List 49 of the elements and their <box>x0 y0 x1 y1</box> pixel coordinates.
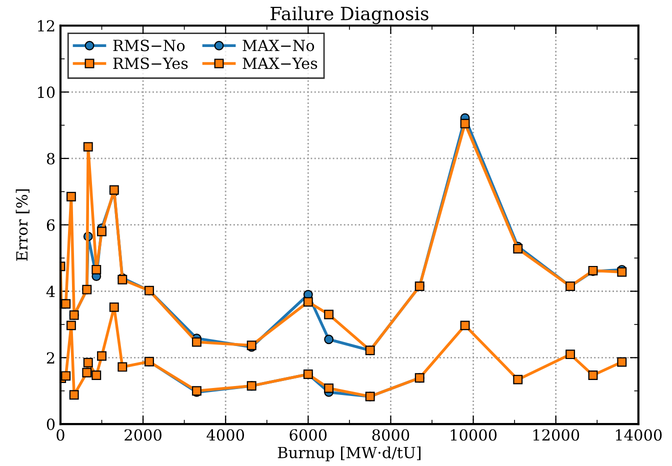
point <box>324 310 334 320</box>
point <box>617 267 627 277</box>
point <box>460 118 470 128</box>
point <box>97 226 106 236</box>
x-tick-label: 4000 <box>206 429 244 441</box>
x-tick-label: 12000 <box>533 429 580 441</box>
y-tick-label: 6 <box>46 219 55 231</box>
y-tick-label: 12 <box>38 20 54 32</box>
point <box>588 370 598 380</box>
point <box>460 320 470 330</box>
x-tick-label: 14000 <box>616 429 662 441</box>
x-axis-title: Burnup [MW·d/tU] <box>278 446 421 462</box>
x-tick-label: 2000 <box>124 429 162 441</box>
point <box>118 362 128 372</box>
point <box>83 142 93 152</box>
y-tick-label: 4 <box>46 286 55 298</box>
point <box>192 337 202 347</box>
point <box>97 351 106 361</box>
y-tick-label: 8 <box>46 152 55 164</box>
point <box>617 357 627 367</box>
point <box>69 390 79 400</box>
x-tick-label: 10000 <box>450 429 497 441</box>
point <box>324 334 334 344</box>
point <box>92 264 102 274</box>
point <box>61 299 71 309</box>
y-tick-label: 0 <box>46 418 55 430</box>
legend-label: RMS−Yes <box>113 57 188 70</box>
y-axis-title: Error [%] <box>16 189 30 261</box>
y-tick-label: 10 <box>38 86 55 98</box>
point <box>82 368 92 378</box>
point <box>83 358 93 368</box>
y-tick-label: 2 <box>46 352 54 364</box>
point <box>513 374 523 384</box>
point <box>66 192 76 202</box>
legend-label: RMS−No <box>113 40 185 52</box>
point <box>66 320 76 330</box>
point <box>513 244 523 254</box>
point <box>303 297 313 307</box>
x-tick-label: 8000 <box>372 429 410 441</box>
legend-label: MAX−No <box>242 40 314 52</box>
x-tick-label: 6000 <box>290 429 327 441</box>
x-tick-label: 0 <box>56 429 64 441</box>
point <box>92 370 102 380</box>
chart-title: Failure Diagnosis <box>270 6 428 24</box>
point <box>566 350 576 360</box>
point <box>61 371 71 381</box>
point <box>109 302 119 312</box>
legend-label: MAX−Yes <box>242 58 318 70</box>
point <box>324 383 334 393</box>
